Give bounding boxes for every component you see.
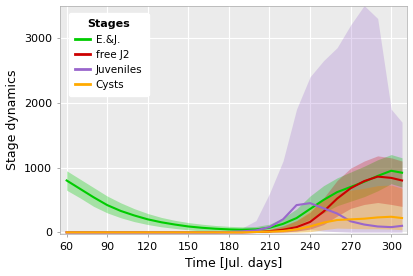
Y-axis label: Stage dynamics: Stage dynamics [5, 70, 19, 170]
Legend: E.&J., free J2, Juveniles, Cysts: E.&J., free J2, Juveniles, Cysts [69, 13, 149, 96]
X-axis label: Time [Jul. days]: Time [Jul. days] [185, 258, 282, 270]
